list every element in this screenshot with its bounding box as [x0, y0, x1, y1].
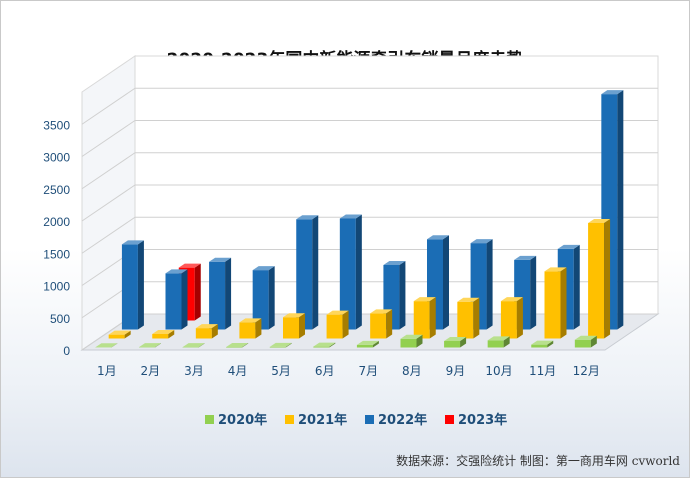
bar-2020年-11月: [531, 340, 554, 348]
bar-2022年-5月: [296, 215, 319, 330]
legend-label: 2023年: [458, 412, 507, 428]
x-tick-label: 9月: [446, 364, 466, 378]
y-tick-label: 3000: [43, 151, 70, 165]
bar-2020年-5月: [269, 342, 292, 348]
bar-2020年-6月: [313, 342, 336, 348]
y-tick-label: 1500: [43, 247, 70, 261]
gridline: [81, 216, 658, 254]
bar-2021年-1月: [108, 330, 131, 339]
x-tick-label: 11月: [529, 364, 556, 378]
x-tick-label: 8月: [402, 364, 422, 378]
legend-label: 2021年: [298, 412, 347, 428]
bar-2020年-10月: [487, 336, 510, 348]
y-tick-label: 0: [63, 344, 70, 358]
legend-label: 2022年: [378, 412, 427, 428]
legend-swatch: [445, 415, 454, 424]
data-source-note: 数据来源：交强险统计 制图：第一商用车网 cvworld: [396, 454, 680, 468]
gridline: [81, 120, 658, 157]
bar-2020年-3月: [182, 343, 205, 348]
legend-swatch: [285, 415, 294, 424]
bar-2021年-8月: [413, 297, 436, 339]
bar-2021年-4月: [239, 318, 262, 339]
y-tick-label: 2000: [43, 215, 70, 229]
bar-2020年-7月: [356, 340, 379, 348]
x-tick-label: 3月: [184, 364, 204, 378]
bar-2020年-4月: [226, 342, 249, 348]
bar-2022年-3月: [209, 257, 232, 330]
gridline: [81, 87, 658, 125]
bar-2021年-11月: [544, 267, 567, 339]
bar-2021年-12月: [588, 219, 611, 339]
bar-2022年-6月: [339, 214, 362, 330]
bar-2021年-9月: [457, 297, 480, 339]
bar-2021年-7月: [370, 309, 393, 339]
gridline: [81, 152, 658, 190]
bar-2020年-12月: [574, 335, 597, 348]
x-tick-label: 1月: [97, 364, 117, 378]
y-tick-label: 3500: [43, 118, 70, 132]
gridline: [81, 184, 658, 222]
legend-swatch: [205, 415, 214, 424]
bar-2020年-1月: [95, 343, 118, 348]
bar-2020年-8月: [400, 334, 423, 348]
y-tick-label: 500: [50, 312, 70, 326]
bar-2021年-3月: [195, 324, 218, 339]
x-tick-label: 6月: [315, 364, 335, 378]
bar-2021年-6月: [326, 310, 349, 339]
bar-2021年-2月: [152, 329, 175, 339]
bar-2022年-4月: [252, 266, 275, 330]
legend-swatch: [365, 415, 374, 424]
x-tick-label: 4月: [228, 364, 248, 378]
x-tick-label: 12月: [573, 364, 600, 378]
y-tick-label: 1000: [43, 280, 70, 294]
y-tick-label: 2500: [43, 183, 70, 197]
bar-2020年-9月: [444, 337, 467, 348]
x-tick-label: 10月: [485, 364, 512, 378]
bar-2022年-2月: [165, 269, 188, 330]
legend-label: 2020年: [218, 412, 267, 428]
x-tick-label: 7月: [358, 364, 378, 378]
x-tick-label: 5月: [271, 364, 291, 378]
bar-2022年-1月: [121, 240, 144, 330]
bar-2021年-5月: [283, 313, 305, 339]
bar-2020年-2月: [139, 343, 161, 348]
bar-2021年-10月: [500, 297, 523, 339]
x-tick-label: 2月: [141, 364, 161, 378]
